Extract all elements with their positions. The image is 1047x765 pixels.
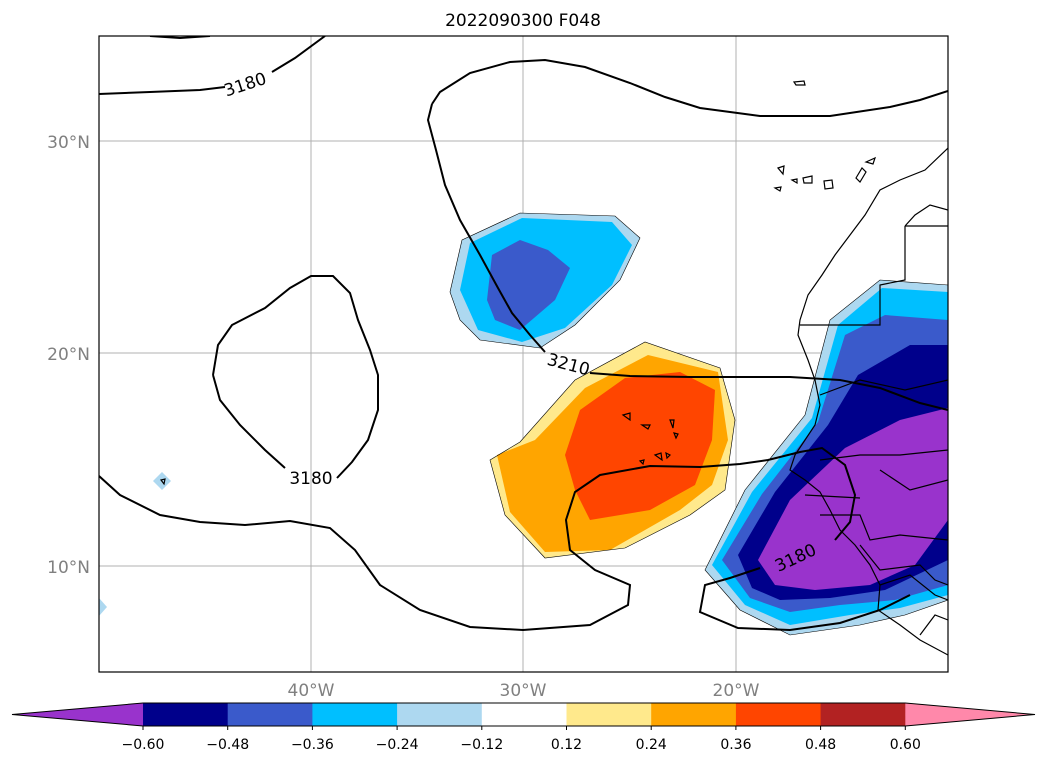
lat-tick-label: 20°N [47, 345, 90, 365]
map-area: 3180 3210 3180 3180 [99, 36, 948, 672]
coastlines [789, 147, 948, 656]
gridlines [99, 36, 948, 672]
lon-tick-label: 20°W [713, 681, 760, 701]
colorbar-segment [651, 703, 737, 726]
colorbar-tick-label: 0.24 [636, 737, 667, 753]
colorbar-tick-label: 0.12 [551, 737, 582, 753]
colorbar-extend-min [12, 703, 143, 726]
negative-anomaly-north [449, 212, 641, 349]
negative-anomaly-africa [704, 279, 948, 636]
lat-tick-label: 10°N [47, 558, 90, 578]
colorbar-tick-label: −0.36 [291, 737, 334, 753]
colorbar: −0.60 −0.48 −0.36 −0.24 −0.12 0.12 0.24 0.36 0.4… [11, 702, 1036, 753]
colorbar-extend-max [905, 703, 1035, 726]
colorbar-segment [735, 703, 822, 726]
height-contours [99, 36, 948, 632]
islands [159, 80, 876, 486]
lat-tick-label: 30°N [47, 133, 90, 153]
colorbar-segment [566, 703, 652, 726]
contour-label: 3180 [289, 469, 332, 489]
positive-anomaly [489, 341, 736, 559]
colorbar-tick-label: 0.60 [890, 737, 921, 753]
colorbar-tick-label: −0.24 [376, 737, 419, 753]
small-anomaly-marker-edge [99, 598, 107, 616]
colorbar-tick-label: −0.48 [206, 737, 249, 753]
colorbar-tick-label: 0.36 [720, 737, 751, 753]
colorbar-segment [143, 703, 229, 726]
figure-title: 2022090300 F048 [445, 11, 601, 31]
colorbar-tick-label: 0.48 [805, 737, 836, 753]
contour-label: 3210 [545, 350, 592, 381]
lon-tick-label: 40°W [288, 681, 335, 701]
colorbar-tick-label: −0.60 [122, 737, 165, 753]
colorbar-segment [481, 703, 567, 726]
plot-frame [98, 35, 949, 673]
colorbar-tick-label: −0.12 [460, 737, 503, 753]
lon-tick-label: 30°W [500, 681, 547, 701]
colorbar-segment [397, 703, 483, 726]
colorbar-segment [820, 703, 906, 726]
colorbar-segment [312, 703, 398, 726]
contour-label: 3180 [222, 69, 269, 101]
colorbar-segment [227, 703, 313, 726]
